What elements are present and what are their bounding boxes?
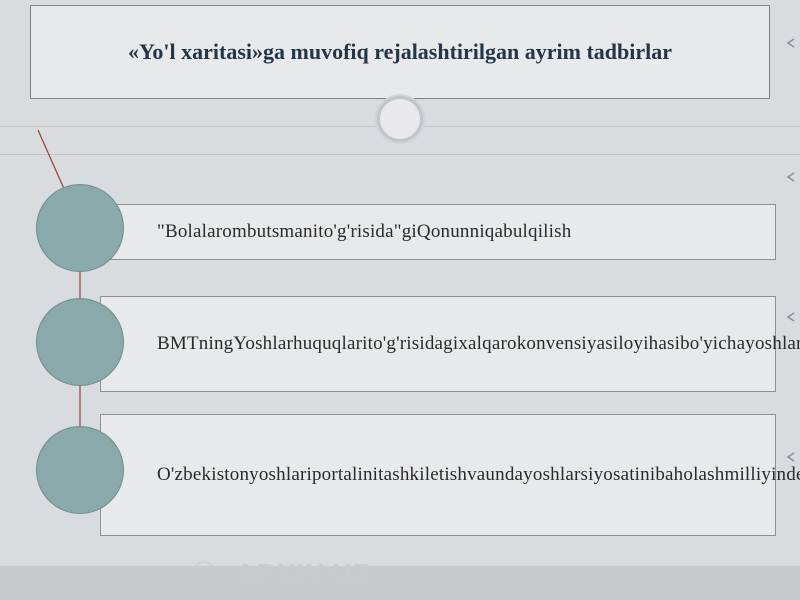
item-bar: O'zbekistonyoshlariportalinitashkiletish… [100,414,776,536]
footer-strip [0,566,800,600]
divider-line [0,154,800,155]
item-text: BMTningYoshlarhuquqlarito'g'risidagixalq… [157,333,800,356]
list-item: O'zbekistonyoshlariportalinitashkiletish… [24,406,776,536]
title-box: «Yo'l xaritasi»ga muvofiq rejalashtirilg… [30,5,770,99]
item-text: O'zbekistonyoshlariportalinitashkiletish… [157,464,800,487]
list-item: "Bolalarombutsmanito'g'risida"giQonunniq… [24,182,776,274]
item-bar: BMTningYoshlarhuquqlarito'g'risidagixalq… [100,296,776,392]
page-title: «Yo'l xaritasi»ga muvofiq rejalashtirilg… [128,37,672,67]
item-bar: "Bolalarombutsmanito'g'risida"giQonunniq… [100,204,776,260]
bullet-circle [36,298,124,386]
list-item: BMTningYoshlarhuquqlarito'g'risidagixalq… [24,286,776,398]
item-text: "Bolalarombutsmanito'g'risida"giQonunniq… [157,221,571,244]
bullet-circle [36,426,124,514]
title-circle-decoration [377,96,423,142]
bullet-circle [36,184,124,272]
